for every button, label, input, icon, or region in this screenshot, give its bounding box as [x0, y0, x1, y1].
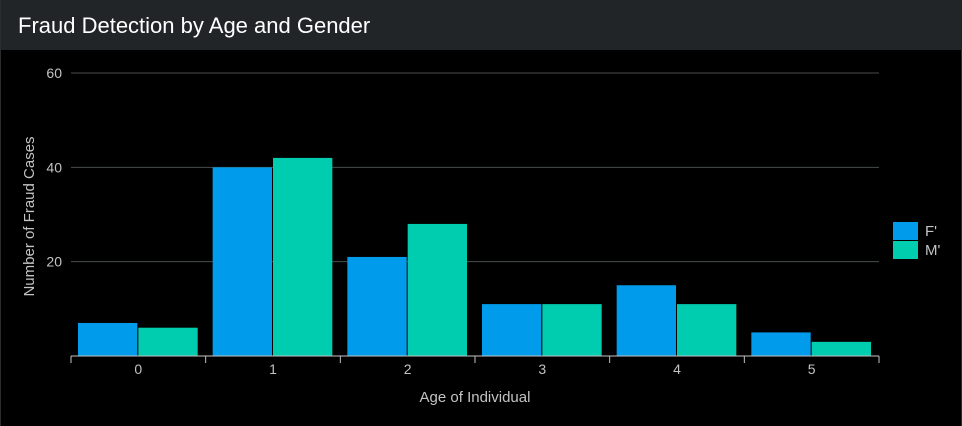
x-tick-label: 4 [673, 361, 681, 377]
legend: F' M' [893, 222, 940, 259]
x-axis-title: Age of Individual [420, 389, 531, 406]
y-tick-label: 40 [46, 159, 62, 175]
panel-title: Fraud Detection by Age and Gender [18, 13, 371, 38]
bar-f-3[interactable] [482, 304, 542, 356]
x-tick-label: 0 [134, 361, 142, 377]
bar-m-3[interactable] [542, 304, 602, 356]
x-tick-label: 5 [808, 361, 816, 377]
y-tick-label: 60 [46, 65, 62, 81]
bar-m-2[interactable] [407, 223, 467, 356]
x-tick-label: 2 [404, 361, 412, 377]
legend-label-f[interactable]: F' [925, 223, 937, 240]
x-tick-label: 3 [538, 361, 546, 377]
gridlines [71, 72, 879, 263]
bar-f-1[interactable] [212, 167, 272, 356]
bar-f-0[interactable] [78, 322, 138, 356]
legend-label-m[interactable]: M' [925, 242, 940, 259]
bar-f-2[interactable] [347, 256, 407, 356]
bar-f-4[interactable] [616, 285, 676, 356]
axes: 20 40 60 0 1 2 3 4 5 [46, 65, 880, 377]
bar-m-5[interactable] [811, 341, 871, 356]
bar-f-5[interactable] [751, 332, 811, 356]
legend-swatch-m[interactable] [893, 241, 918, 259]
bars [78, 157, 871, 356]
bar-m-0[interactable] [138, 327, 198, 356]
legend-swatch-f[interactable] [893, 222, 918, 240]
y-tick-label: 20 [46, 254, 62, 270]
bar-m-4[interactable] [677, 304, 737, 356]
y-axis-title: Number of Fraud Cases [21, 136, 38, 296]
panel-header: Fraud Detection by Age and Gender [1, 0, 962, 50]
bar-m-1[interactable] [273, 157, 333, 356]
x-tick-label: 1 [269, 361, 277, 377]
